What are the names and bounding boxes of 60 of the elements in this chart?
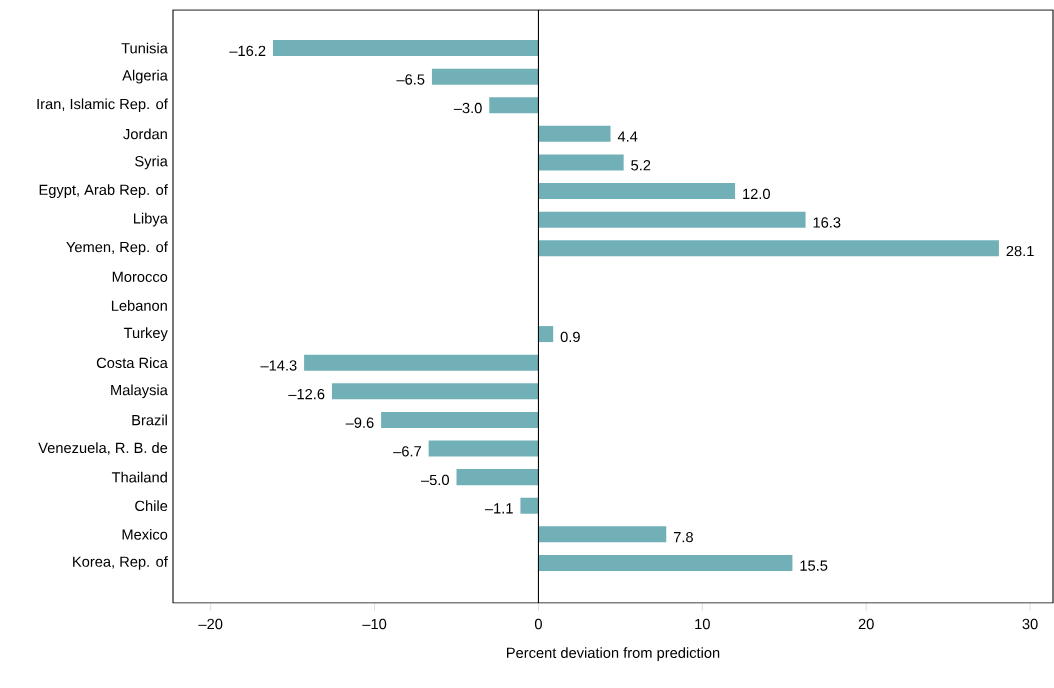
y-tick-label: Jordan: [123, 128, 167, 140]
data-label: –6.5: [396, 74, 425, 85]
data-label: –9.6: [345, 417, 374, 428]
data-label: 7.8: [673, 531, 693, 543]
data-label: 4.4: [617, 131, 638, 142]
y-tick-label: Thailand: [111, 471, 167, 483]
data-label: –16.2: [229, 45, 266, 57]
x-tick-label: 30: [1022, 618, 1038, 630]
x-tick-label: 0: [534, 618, 542, 630]
data-label: –12.6: [288, 388, 325, 400]
x-tick-label: 20: [858, 618, 874, 630]
bar: [538, 154, 624, 171]
y-tick-label: Tunisia: [121, 42, 168, 54]
bar: [489, 97, 539, 114]
x-tick-label: 10: [695, 618, 710, 630]
bar: [331, 383, 539, 400]
bar: [538, 125, 611, 142]
y-tick-label: Brazil: [132, 414, 167, 426]
y-tick-label: Morocco: [112, 271, 168, 283]
y-tick-label: Chile: [135, 500, 168, 512]
data-label: –3.0: [453, 102, 482, 114]
data-label: –1.1: [484, 503, 513, 514]
data-label: 12.0: [743, 188, 770, 200]
data-label: 0.9: [560, 331, 580, 343]
data-label: –14.3: [260, 360, 297, 371]
bar: [428, 440, 539, 457]
y-tick-label: Egypt, Arab Rep. of: [39, 184, 168, 198]
y-tick-label: Venezuela, R. B. de: [38, 442, 168, 455]
y-tick-label: Libya: [134, 212, 168, 227]
bar: [538, 326, 554, 343]
x-axis-title: Percent deviation from prediction: [507, 647, 720, 661]
bar: [538, 211, 806, 228]
y-tick-label: Korea, Rep. of: [73, 556, 168, 570]
bar: [520, 497, 539, 514]
data-label: –6.7: [393, 446, 421, 457]
y-tick-label: Lebanon: [111, 300, 167, 311]
y-tick-label: Yemen, Rep. of: [66, 241, 168, 256]
data-label: 5.2: [631, 160, 651, 171]
bar: [538, 183, 736, 200]
x-tick-label: –10: [362, 618, 387, 630]
data-label: 16.3: [813, 217, 841, 228]
bar: [304, 354, 539, 371]
y-tick-label: Algeria: [122, 69, 168, 84]
bar: [381, 411, 539, 428]
bar: [538, 554, 793, 571]
data-label: 28.1: [1006, 245, 1034, 257]
bar: [272, 40, 539, 57]
y-tick-label: Iran, Islamic Rep. of: [37, 98, 168, 113]
y-tick-label: Costa Rica: [96, 357, 168, 369]
x-tick-label: –20: [198, 618, 223, 630]
y-tick-label: Turkey: [123, 327, 168, 341]
bar: [538, 526, 667, 543]
y-tick-label: Syria: [135, 155, 168, 170]
y-tick-label: Malaysia: [111, 384, 168, 399]
bar: [456, 469, 539, 486]
bar: [538, 240, 999, 257]
bar: [431, 68, 539, 85]
y-tick-label: Mexico: [122, 528, 168, 540]
data-label: 15.5: [800, 560, 828, 571]
data-label: –5.0: [421, 474, 449, 486]
